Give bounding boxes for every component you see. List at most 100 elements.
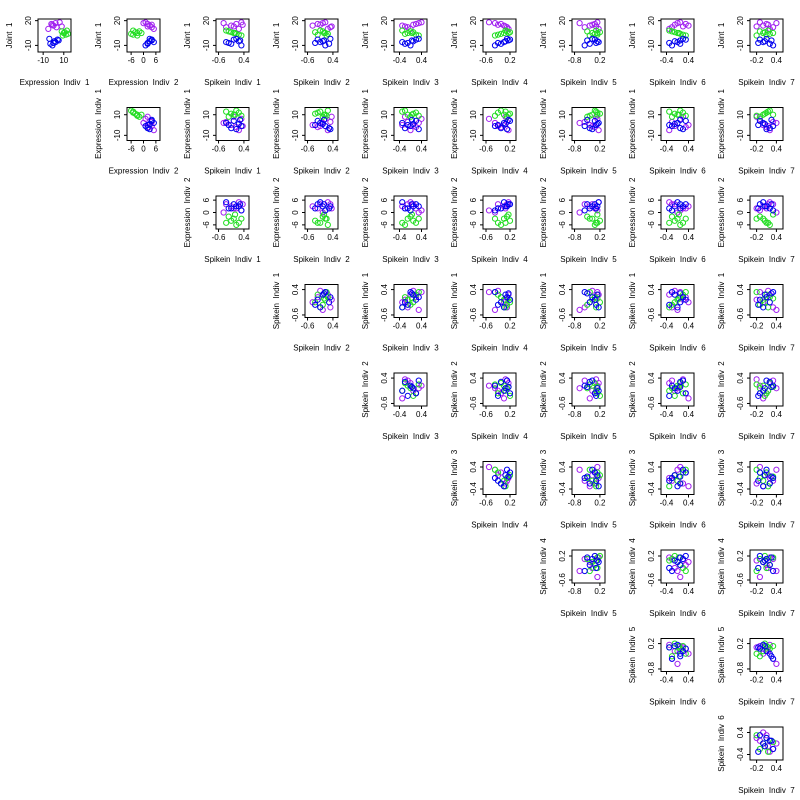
y-tick-label: 6 bbox=[469, 197, 478, 202]
point bbox=[410, 21, 417, 28]
point bbox=[677, 653, 684, 660]
x-axis-label: Spikein Indiv 3 bbox=[382, 344, 439, 353]
point bbox=[770, 289, 777, 296]
point bbox=[763, 734, 770, 742]
point bbox=[491, 466, 499, 473]
point bbox=[666, 474, 673, 482]
plot-frame bbox=[215, 107, 250, 141]
y-tick-label: 0.4 bbox=[558, 372, 567, 384]
x-tick-label: -0.6 bbox=[301, 322, 315, 331]
point bbox=[584, 290, 591, 297]
y-tick-label: 0 bbox=[291, 210, 300, 215]
point bbox=[408, 290, 415, 297]
point bbox=[755, 644, 762, 651]
plot-frame bbox=[571, 461, 606, 495]
point bbox=[593, 219, 600, 226]
x-tick-label: -0.2 bbox=[750, 499, 764, 508]
x-tick-label: -0.6 bbox=[479, 499, 493, 508]
point bbox=[505, 201, 512, 208]
point bbox=[756, 573, 764, 581]
point bbox=[666, 108, 673, 115]
point bbox=[320, 211, 328, 218]
x-tick-label: -0.4 bbox=[660, 145, 674, 154]
point bbox=[679, 648, 687, 655]
point bbox=[668, 213, 676, 220]
point bbox=[755, 39, 762, 47]
x-tick-label: 0 bbox=[141, 56, 146, 65]
x-tick-label: -0.6 bbox=[479, 145, 493, 154]
point bbox=[675, 211, 682, 218]
x-tick-label: 0.4 bbox=[327, 56, 339, 65]
panel: -0.6 0.2 -0.6 0.4 Spikein Indiv 4 Spikein Ind… bbox=[450, 272, 528, 352]
point bbox=[679, 377, 687, 384]
point bbox=[485, 289, 493, 296]
x-tick-label: 0.2 bbox=[594, 145, 606, 154]
point bbox=[238, 112, 245, 119]
y-axis-label: Expression Indiv 1 bbox=[183, 89, 192, 159]
point bbox=[324, 30, 331, 37]
point bbox=[500, 304, 508, 311]
point bbox=[581, 207, 588, 214]
point bbox=[685, 121, 692, 129]
point bbox=[770, 111, 777, 118]
point bbox=[773, 20, 780, 27]
x-tick-label: -0.4 bbox=[660, 410, 674, 419]
point bbox=[228, 217, 235, 224]
point bbox=[401, 378, 409, 385]
y-tick-label: 0.4 bbox=[736, 726, 745, 738]
point bbox=[753, 289, 760, 296]
point bbox=[415, 215, 422, 222]
point bbox=[581, 42, 588, 49]
point bbox=[576, 567, 583, 575]
panel: -0.6 0.2 -0.4 0.4 Spikein Indiv 4 Spikein Ind… bbox=[450, 449, 528, 529]
point bbox=[327, 294, 334, 301]
plot-frame bbox=[304, 195, 339, 230]
point bbox=[770, 24, 777, 31]
x-tick-label: 0.2 bbox=[504, 322, 516, 331]
point bbox=[768, 116, 775, 123]
plot-frame bbox=[749, 284, 784, 318]
panel: -0.6 0.4 -10 20 Spikein Indiv 2 Joint 1 bbox=[272, 16, 350, 87]
point bbox=[584, 473, 591, 480]
y-tick-label: -6 bbox=[291, 221, 300, 229]
point bbox=[755, 301, 762, 308]
point bbox=[407, 127, 414, 134]
point bbox=[399, 387, 406, 394]
point bbox=[320, 201, 328, 208]
point bbox=[674, 306, 681, 313]
y-tick-label: -0.6 bbox=[647, 396, 656, 410]
point bbox=[576, 385, 583, 392]
point bbox=[320, 29, 328, 37]
plot-frame bbox=[304, 18, 339, 53]
x-tick-label: -0.8 bbox=[568, 56, 582, 65]
y-tick-label: -10 bbox=[113, 129, 122, 141]
point bbox=[677, 383, 684, 391]
point bbox=[677, 201, 684, 208]
point bbox=[593, 108, 600, 115]
y-axis-label: Spikein Indiv 1 bbox=[361, 272, 370, 329]
point bbox=[675, 643, 682, 650]
x-tick-label: 0.2 bbox=[594, 56, 606, 65]
x-tick-label: 6 bbox=[154, 145, 159, 154]
plot-frame bbox=[393, 107, 428, 141]
y-tick-label: -0.4 bbox=[469, 482, 478, 496]
point bbox=[401, 376, 409, 383]
point bbox=[677, 116, 684, 123]
point bbox=[755, 564, 762, 572]
point bbox=[491, 112, 499, 119]
point bbox=[679, 480, 687, 487]
point bbox=[770, 474, 777, 482]
y-tick-label: -0.6 bbox=[380, 308, 389, 322]
y-tick-label: 0.4 bbox=[558, 283, 567, 295]
y-tick-label: -10 bbox=[469, 39, 478, 51]
point bbox=[586, 483, 593, 490]
plot-frame bbox=[571, 549, 606, 584]
point bbox=[503, 377, 511, 384]
x-tick-label: 0.4 bbox=[327, 145, 339, 154]
y-axis-label: Joint 1 bbox=[450, 22, 459, 48]
plot-frame bbox=[482, 461, 517, 495]
x-tick-label: -0.4 bbox=[393, 233, 407, 242]
point bbox=[685, 558, 692, 566]
y-axis-label: Expression Indiv 2 bbox=[628, 177, 637, 247]
point bbox=[50, 39, 57, 47]
